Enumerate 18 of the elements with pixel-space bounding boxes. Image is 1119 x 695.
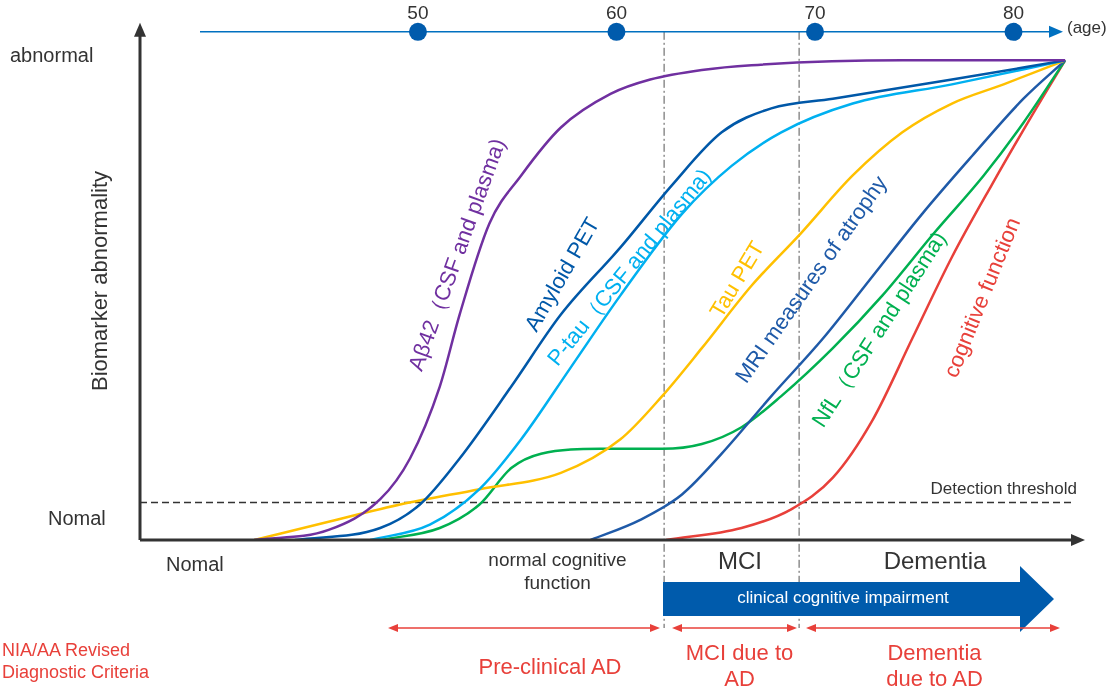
- text: abnormal: [10, 43, 95, 67]
- text: Nomal: [48, 506, 107, 530]
- text: Dementia due to AD: [885, 640, 984, 693]
- text: MCI due to AD: [684, 640, 795, 693]
- text: Pre-clinical AD: [477, 654, 623, 681]
- text: normal cognitive function: [487, 549, 628, 595]
- text: Dementia: [882, 547, 988, 576]
- x-tick-label: 50: [407, 1, 429, 23]
- text: clinical cognitive impairment: [736, 588, 950, 609]
- text: MCI: [717, 547, 763, 576]
- text: NIA/AA Revised Diagnostic Criteria: [2, 640, 151, 684]
- x-tick-label: 60: [605, 1, 628, 23]
- y-axis-title: Biomarker abnormality: [87, 169, 113, 394]
- x-tick-label: 80: [1002, 1, 1025, 23]
- text: Nomal: [166, 552, 225, 576]
- ref-line-label: Detection threshold: [930, 478, 1077, 498]
- x-tick-label: 70: [804, 1, 826, 23]
- x-axis-title: (age): [1067, 18, 1107, 38]
